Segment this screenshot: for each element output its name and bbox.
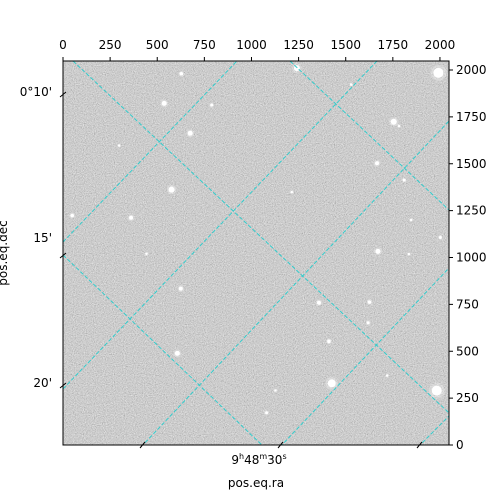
star bbox=[210, 103, 214, 107]
y-tick-label: 750 bbox=[456, 297, 479, 311]
x-tick-label: 1500 bbox=[330, 38, 361, 52]
ra-axis-bottom: 9h48m30s bbox=[139, 441, 423, 467]
image-panel bbox=[62, 60, 450, 446]
star bbox=[349, 83, 353, 86]
star bbox=[145, 252, 148, 255]
y-tick-label: 2000 bbox=[456, 63, 487, 77]
stars-layer bbox=[69, 63, 447, 416]
x-tick-label: 1000 bbox=[236, 38, 267, 52]
star bbox=[367, 300, 372, 304]
star bbox=[385, 374, 389, 377]
x-tick-label: 0 bbox=[59, 38, 67, 52]
star bbox=[438, 235, 442, 239]
x-tick-label: 500 bbox=[146, 38, 169, 52]
dec-axis-left: 0°10' 15' 20' bbox=[20, 85, 67, 390]
y-tick-label: 1500 bbox=[456, 157, 487, 171]
ra-tick-label: 9h48m30s bbox=[231, 452, 286, 467]
coordinate-grid bbox=[63, 61, 449, 445]
star bbox=[179, 71, 184, 76]
star bbox=[327, 379, 336, 388]
pixel-y-axis-right: 0 250 500 750 1000 1250 1500 1750 2000 bbox=[449, 63, 487, 452]
star bbox=[431, 385, 442, 396]
star bbox=[161, 100, 167, 106]
grid-line bbox=[63, 254, 263, 445]
grid-line bbox=[419, 415, 449, 445]
star bbox=[366, 321, 370, 325]
grid-line bbox=[142, 120, 449, 445]
star bbox=[129, 215, 134, 220]
star bbox=[390, 118, 397, 125]
image-noise bbox=[63, 61, 449, 445]
y-tick-label: 0 bbox=[456, 438, 464, 452]
star bbox=[397, 124, 401, 128]
y-tick-label: 1750 bbox=[456, 110, 487, 124]
star bbox=[117, 144, 121, 147]
dec-tick-label: 15' bbox=[33, 231, 52, 245]
star bbox=[265, 411, 269, 415]
star bbox=[174, 350, 180, 356]
star bbox=[178, 286, 183, 291]
star bbox=[168, 186, 175, 193]
grid-line bbox=[72, 61, 449, 414]
star bbox=[407, 252, 411, 256]
plot-frame bbox=[62, 60, 450, 446]
star bbox=[274, 389, 277, 392]
x-tick-label: 750 bbox=[193, 38, 216, 52]
dec-tick-label: 0°10' bbox=[20, 85, 52, 99]
star bbox=[70, 213, 75, 218]
y-tick-label: 1000 bbox=[456, 251, 487, 265]
grid-line bbox=[289, 61, 449, 211]
star bbox=[290, 190, 294, 194]
x-tick-label: 1250 bbox=[283, 38, 314, 52]
x-tick-label: 250 bbox=[99, 38, 122, 52]
y-tick-label: 500 bbox=[456, 344, 479, 358]
y-tick-label: 250 bbox=[456, 391, 479, 405]
x-tick-label: 1750 bbox=[378, 38, 409, 52]
grid-line bbox=[63, 61, 378, 390]
star bbox=[375, 248, 381, 254]
star bbox=[402, 178, 406, 182]
y-tick-label: 1250 bbox=[456, 204, 487, 218]
star bbox=[375, 161, 380, 166]
pixel-x-axis-top: 0 250 500 750 1000 1250 1500 1750 2000 bbox=[59, 38, 455, 61]
star bbox=[433, 67, 444, 78]
star bbox=[327, 339, 331, 344]
star bbox=[316, 300, 321, 305]
grid-line bbox=[281, 267, 449, 445]
star bbox=[409, 218, 413, 222]
x-tick-label: 2000 bbox=[425, 38, 456, 52]
y-axis-title: pos.eq.dec bbox=[0, 220, 10, 285]
star bbox=[187, 130, 193, 136]
x-axis-title: pos.eq.ra bbox=[228, 476, 284, 490]
dec-tick-label: 20' bbox=[33, 376, 52, 390]
